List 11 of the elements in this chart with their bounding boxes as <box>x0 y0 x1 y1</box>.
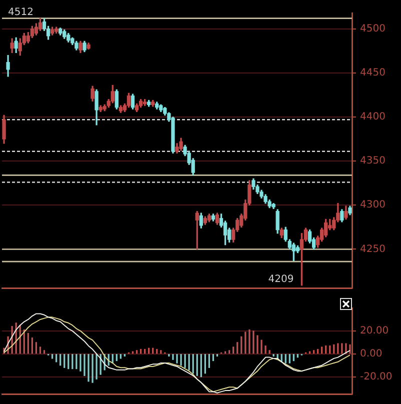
y-tick-label: 4350 <box>360 156 386 167</box>
y-tick-label: 4400 <box>360 112 386 123</box>
y-tick-label: 4300 <box>360 200 386 211</box>
y-tick-label: 20.00 <box>360 326 389 337</box>
ref-line-label: 4512 <box>8 6 34 18</box>
y-tick-label: 4250 <box>360 244 386 255</box>
y-tick-label: 4500 <box>360 23 386 34</box>
y-tick-label: 4450 <box>360 68 386 79</box>
y-tick-label: -20.00 <box>360 371 392 382</box>
y-tick-label: 0.00 <box>360 348 382 360</box>
annotation: 4209 <box>268 274 294 285</box>
